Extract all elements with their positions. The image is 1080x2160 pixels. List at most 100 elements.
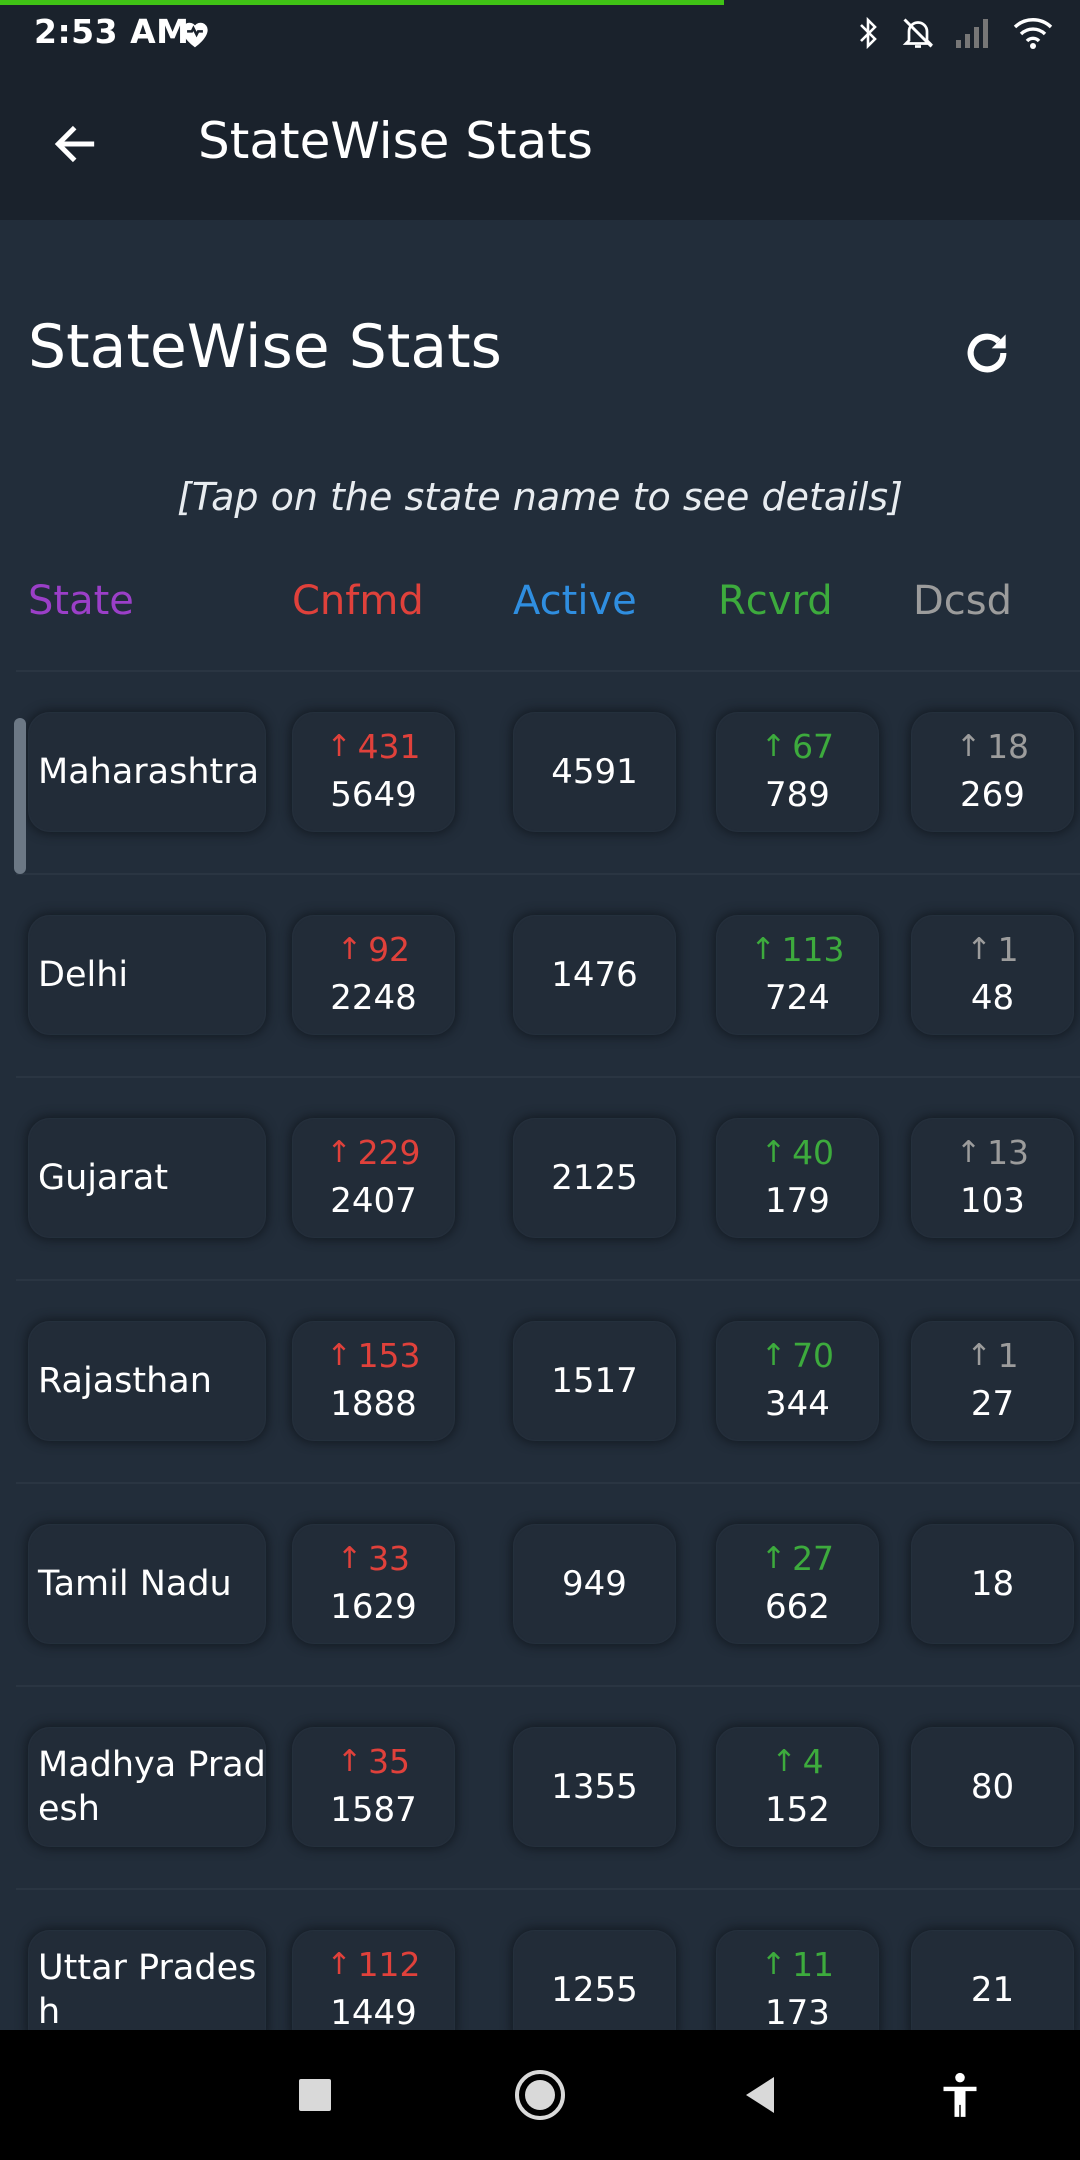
confirmed-delta: 92 [368,930,411,969]
state-name-card[interactable]: Gujarat [28,1118,266,1238]
app-bar: StateWise Stats [0,66,1080,220]
wifi-icon [1013,18,1053,49]
arrow-up-icon: ↑ [760,1338,787,1373]
arrow-up-icon: ↑ [326,1338,352,1373]
state-name-card[interactable]: Delhi [28,915,266,1035]
recovered-delta: 113 [781,930,845,969]
confirmed-card: ↑ 112 1449 [292,1930,455,2030]
deceased-delta: 1 [997,930,1019,969]
app-bar-title: StateWise Stats [198,112,593,170]
confirmed-delta: 229 [357,1133,421,1172]
arrow-up-icon: ↑ [336,932,363,967]
state-name-card[interactable]: Tamil Nadu [28,1524,266,1644]
home-button[interactable] [505,2060,575,2130]
back-button[interactable] [40,109,110,179]
confirmed-card: ↑ 92 2248 [292,915,455,1035]
confirmed-total: 2248 [330,978,417,1018]
recovered-total: 662 [765,1587,830,1627]
confirmed-delta: 35 [368,1742,411,1781]
recovered-delta: 67 [792,727,835,766]
confirmed-delta: 153 [357,1336,421,1375]
recovered-card: ↑ 67 789 [716,712,879,832]
header-divider [16,670,1080,672]
deceased-card: 80 [911,1727,1074,1847]
state-name-card[interactable]: Rajasthan [28,1321,266,1441]
hint-text: [Tap on the state name to see details] [177,475,903,519]
recovered-card: ↑ 70 344 [716,1321,879,1441]
active-card: 949 [513,1524,676,1644]
recovered-card: ↑ 4 152 [716,1727,879,1847]
column-header-confirmed: Cnfmd [292,578,424,624]
recovered-delta: 70 [792,1336,835,1375]
recovered-delta: 27 [792,1539,835,1578]
state-name-card[interactable]: Uttar Pradesh [28,1930,266,2030]
deceased-total: 103 [960,1181,1025,1221]
recovered-delta: 40 [792,1133,835,1172]
arrow-up-icon: ↑ [955,729,982,764]
nav-back-button[interactable] [725,2060,795,2130]
active-card: 1255 [513,1930,676,2030]
mute-icon [902,18,934,48]
deceased-card: ↑ 13 103 [911,1118,1074,1238]
confirmed-card: ↑ 153 1888 [292,1321,455,1441]
state-name: Uttar Pradesh [38,1948,257,2030]
progress-bar [0,0,724,5]
deceased-total: 21 [970,1970,1015,2010]
state-name-card[interactable]: Madhya Pradesh [28,1727,266,1847]
arrow-up-icon: ↑ [771,1744,797,1779]
table-row: Rajasthan ↑ 153 1888 1517 ↑ 70 344 ↑ 1 27 [0,1281,1080,1484]
table-row: Delhi ↑ 92 2248 1476 ↑ 113 724 ↑ 1 48 [0,875,1080,1078]
confirmed-total: 1587 [330,1790,417,1830]
recovered-delta: 4 [802,1742,824,1781]
refresh-button[interactable] [952,318,1022,388]
deceased-card: 18 [911,1524,1074,1644]
status-time: 2:53 AM [34,12,190,51]
deceased-delta: 13 [987,1133,1030,1172]
state-name-card[interactable]: Maharashtra [28,712,266,832]
arrow-up-icon: ↑ [966,1338,992,1373]
active-card: 1355 [513,1727,676,1847]
refresh-icon [967,333,1007,373]
confirmed-total: 1888 [330,1384,417,1424]
arrow-up-icon: ↑ [750,932,776,967]
arrow-up-icon: ↑ [955,1135,982,1170]
recents-button[interactable] [280,2060,350,2130]
arrow-up-icon: ↑ [760,1135,787,1170]
active-total: 4591 [551,752,638,792]
active-card: 2125 [513,1118,676,1238]
confirmed-card: ↑ 33 1629 [292,1524,455,1644]
confirmed-total: 1629 [330,1587,417,1627]
column-header-state: State [28,578,134,624]
deceased-total: 80 [970,1767,1015,1807]
row-divider [16,1279,1080,1281]
recovered-card: ↑ 113 724 [716,915,879,1035]
state-name: Rajasthan [38,1361,212,1401]
row-divider [16,1685,1080,1687]
row-divider [16,1888,1080,1890]
accessibility-button[interactable] [925,2060,995,2130]
active-card: 1517 [513,1321,676,1441]
column-header-deceased: Dcsd [913,578,1013,624]
recents-icon [299,2079,331,2111]
arrow-up-icon: ↑ [336,1744,363,1779]
arrow-up-icon: ↑ [336,1541,363,1576]
scrollbar[interactable] [14,718,26,874]
state-list[interactable]: Maharashtra ↑ 431 5649 4591 ↑ 67 789 ↑ 18 2… [0,672,1080,2030]
recovered-total: 789 [765,775,830,815]
column-header-recovered: Rcvrd [718,578,833,624]
deceased-total: 18 [970,1564,1015,1604]
bluetooth-icon [860,16,877,50]
confirmed-card: ↑ 35 1587 [292,1727,455,1847]
active-total: 1476 [551,955,638,995]
deceased-total: 27 [970,1384,1015,1424]
heart-icon [182,22,208,48]
confirmed-total: 5649 [330,775,417,815]
back-icon [746,2077,774,2113]
table-row: Gujarat ↑ 229 2407 2125 ↑ 40 179 ↑ 13 103 [0,1078,1080,1281]
active-total: 1517 [551,1361,638,1401]
recovered-total: 152 [765,1790,830,1830]
deceased-delta: 1 [997,1336,1019,1375]
table-row: Tamil Nadu ↑ 33 1629 949 ↑ 27 662 18 [0,1484,1080,1687]
deceased-card: ↑ 1 27 [911,1321,1074,1441]
active-total: 2125 [551,1158,638,1198]
